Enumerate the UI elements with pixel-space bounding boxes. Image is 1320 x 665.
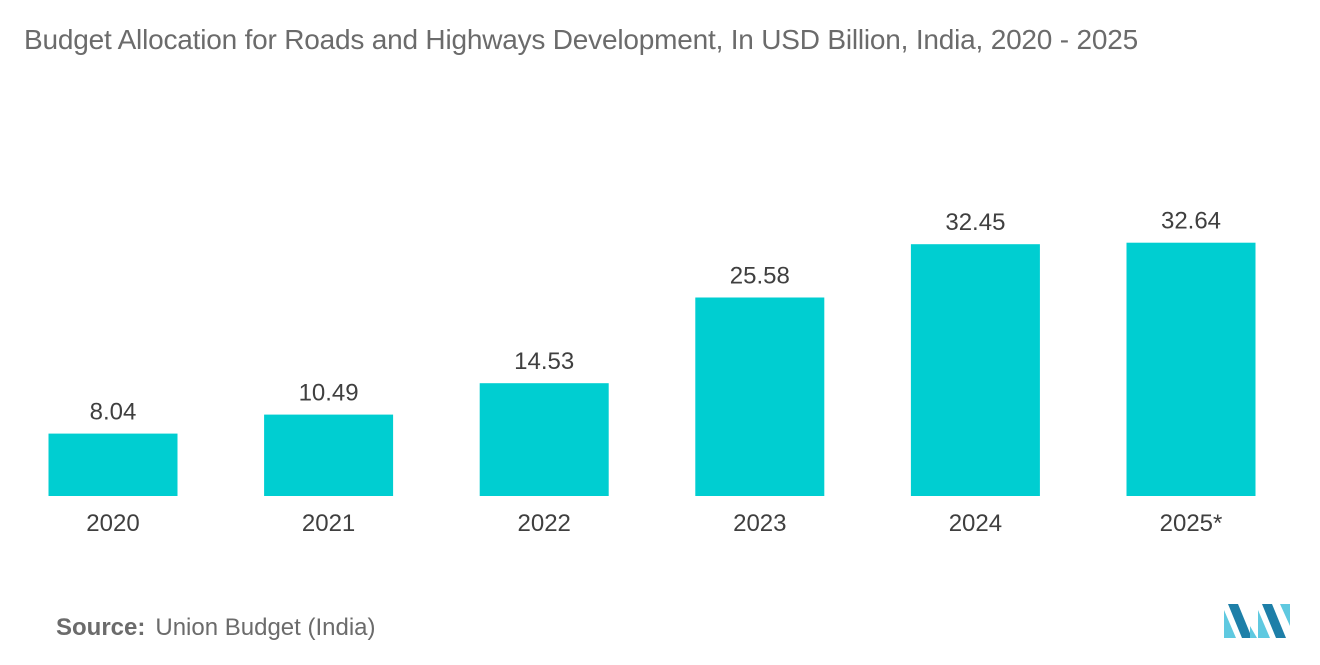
bar-2023 [695, 297, 825, 496]
bar-2025-est [1126, 242, 1256, 496]
x-tick-label-2020: 2020 [86, 510, 139, 537]
bar-2024 [910, 244, 1040, 496]
bar-2020 [48, 433, 178, 496]
data-label-2021: 10.49 [299, 380, 359, 407]
x-tick-label-2021: 2021 [302, 510, 355, 537]
x-tick-label-2022: 2022 [518, 510, 571, 537]
data-label-2024: 32.45 [945, 209, 1005, 236]
source-text: Union Budget (India) [155, 614, 376, 641]
mordor-intelligence-logo-icon [1224, 604, 1290, 638]
x-tick-label-2023: 2023 [733, 510, 786, 537]
source-key: Source: [56, 614, 146, 641]
data-label-2022: 14.53 [514, 348, 574, 375]
data-label-2023: 25.58 [730, 263, 790, 290]
chart-title: Budget Allocation for Roads and Highways… [24, 24, 1138, 55]
source-note: Source: Union Budget (India) [56, 614, 376, 642]
x-tick-label-2024: 2024 [949, 510, 1002, 537]
data-label-2025-est: 32.64 [1161, 208, 1221, 235]
data-label-2020: 8.04 [90, 399, 137, 426]
x-tick-label-2025-est: 2025* [1160, 510, 1223, 537]
bar-2021 [264, 414, 394, 496]
bar-2022 [479, 383, 609, 496]
